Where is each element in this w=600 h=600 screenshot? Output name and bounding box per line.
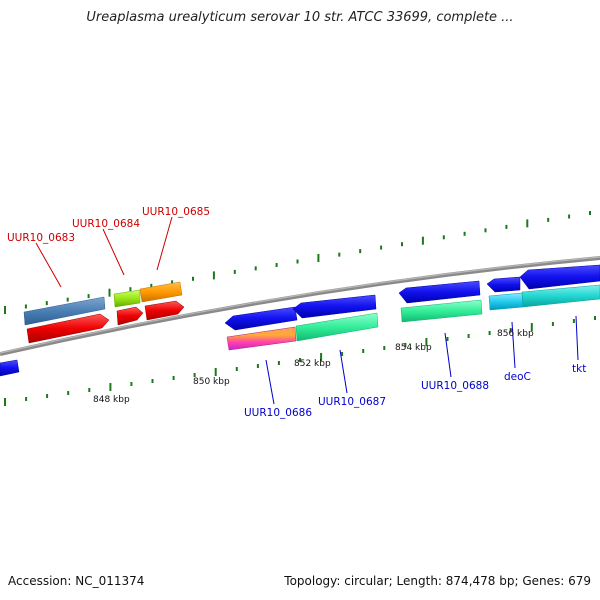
gene-tkt-cds[interactable] — [521, 284, 600, 308]
scale-label-852: 852 kbp — [294, 359, 331, 369]
leader-uur10-0685 — [156, 216, 173, 271]
gene-tkt-arrow[interactable] — [519, 264, 600, 290]
genome-backbone-highlight — [0, 256, 600, 354]
gene-uur10-0685-arrow[interactable] — [144, 300, 185, 321]
gene-uur10-0688-arrow[interactable] — [398, 280, 481, 304]
gene-labels: UUR10_0683 UUR10_0684 UUR10_0685 UUR10_0… — [7, 206, 586, 419]
gene-uur10-0684-arrow[interactable] — [116, 306, 144, 326]
leader-uur10-0683 — [35, 242, 62, 288]
gene-uur10-0687-arrow[interactable] — [292, 294, 377, 319]
gene-uur10-0683-arrow[interactable] — [26, 313, 110, 344]
gene-uur10-0688-cds[interactable] — [400, 299, 483, 323]
genome-backbone — [0, 256, 600, 356]
gene-uur10-0684-cds[interactable] — [113, 289, 141, 308]
gene-label-uur10-0686[interactable]: UUR10_0686 — [244, 407, 312, 419]
scale-label-848: 848 kbp — [93, 395, 130, 405]
gene-label-uur10-0688[interactable]: UUR10_0688 — [421, 380, 489, 392]
gene-uur10-0683-cds[interactable] — [23, 296, 106, 326]
gene-uur10-0686-arrow[interactable] — [224, 306, 298, 331]
gene-label-deoc[interactable]: deoC — [504, 371, 531, 383]
gene-left-edge-arrow[interactable] — [0, 359, 20, 377]
scale-label-854: 854 kbp — [395, 343, 432, 353]
leader-uur10-0684 — [102, 228, 125, 276]
gene-label-uur10-0683[interactable]: UUR10_0683 — [7, 232, 75, 244]
leader-deoc — [511, 321, 516, 369]
map-title: Ureaplasma urealyticum serovar 10 str. A… — [86, 10, 514, 25]
scale-label-850: 850 kbp — [193, 377, 230, 387]
label-leader-lines — [35, 216, 579, 405]
reverse-strand-features — [0, 264, 600, 377]
forward-strand-features — [23, 281, 185, 344]
accession-text: Accession: NC_011374 — [8, 574, 145, 588]
gene-uur10-0685-cds[interactable] — [139, 281, 183, 303]
gene-deoc-cds[interactable] — [488, 292, 524, 311]
leader-uur10-0688 — [444, 332, 452, 378]
gene-label-uur10-0687[interactable]: UUR10_0687 — [318, 396, 386, 408]
gene-deoc-arrow[interactable] — [486, 276, 521, 293]
gene-label-uur10-0684[interactable]: UUR10_0684 — [72, 218, 140, 230]
leader-tkt — [575, 315, 579, 361]
gene-uur10-0687-cds[interactable] — [295, 312, 379, 342]
scale-ticks-inner — [4, 316, 596, 406]
gene-label-uur10-0685[interactable]: UUR10_0685 — [142, 206, 210, 218]
genome-summary-text: Topology: circular; Length: 874,478 bp; … — [284, 574, 591, 588]
scale-label-856: 856 kbp — [497, 329, 534, 339]
leader-uur10-0686 — [265, 359, 275, 405]
scale-labels: 848 kbp 850 kbp 852 kbp 854 kbp 856 kbp — [93, 329, 534, 405]
gene-label-tkt[interactable]: tkt — [572, 363, 586, 375]
gene-uur10-0686-cds[interactable] — [226, 326, 297, 351]
leader-uur10-0687 — [339, 349, 348, 394]
